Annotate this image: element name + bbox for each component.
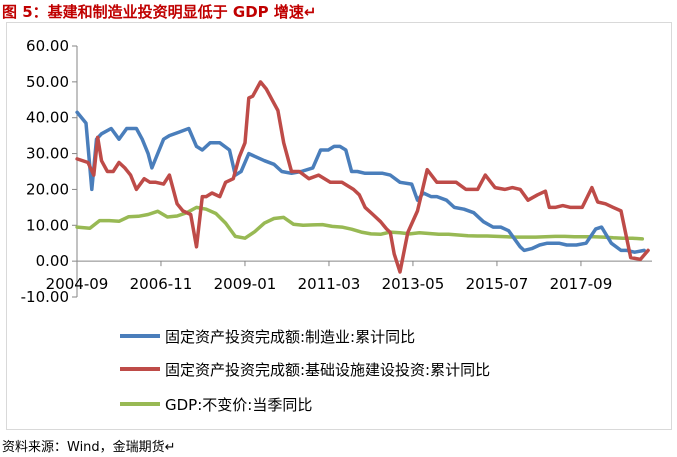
y-tick-label: 20.00 bbox=[26, 180, 69, 198]
x-tick-label: 2004-09 bbox=[46, 275, 109, 293]
y-tick-label: -10.00 bbox=[21, 288, 69, 306]
chart-frame bbox=[6, 22, 672, 430]
x-tick-label: 2013-05 bbox=[382, 275, 445, 293]
legend: 固定资产投资完成额:制造业:累计同比固定资产投资完成额:基础设施建设投资:累计同… bbox=[120, 328, 490, 414]
y-tick-label: 10.00 bbox=[26, 216, 69, 234]
source-note: 资料来源：Wind，金瑞期货↵ bbox=[2, 440, 176, 455]
x-tick-label: 2017-09 bbox=[550, 275, 613, 293]
x-tick-label: 2006-11 bbox=[130, 275, 193, 293]
y-tick-label: 30.00 bbox=[26, 145, 69, 163]
x-tick-label: 2011-03 bbox=[298, 275, 361, 293]
series-lines bbox=[75, 80, 650, 274]
x-tick-label: 2015-07 bbox=[466, 275, 529, 293]
x-tick-label: 2009-01 bbox=[214, 275, 277, 293]
y-tick-label: 50.00 bbox=[26, 73, 69, 91]
y-tick-label: 40.00 bbox=[26, 109, 69, 127]
legend-label-2: 固定资产投资完成额:基础设施建设投资:累计同比 bbox=[165, 361, 490, 379]
legend-label-3: GDP:不变价:当季同比 bbox=[165, 396, 312, 414]
y-tick-label: 60.00 bbox=[26, 37, 69, 55]
figure-title: 图 5：基建和制造业投资明显低于 GDP 增速↵ bbox=[2, 3, 317, 21]
axes: -10.00 0.00 10.00 20.00 30.00 40.00 50.00 60.00… bbox=[21, 37, 652, 306]
series-line-2 bbox=[75, 80, 650, 274]
series-line-3 bbox=[75, 205, 645, 241]
y-tick-label: 0.00 bbox=[36, 252, 69, 270]
series-line-1 bbox=[75, 110, 646, 254]
legend-label-1: 固定资产投资完成额:制造业:累计同比 bbox=[165, 328, 415, 346]
